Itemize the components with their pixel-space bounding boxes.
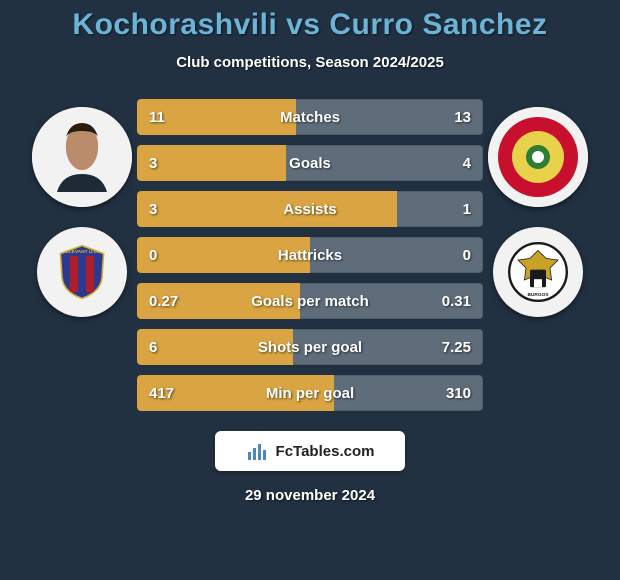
stat-left-value: 417	[149, 385, 174, 402]
stat-row: 6 Shots per goal 7.25	[137, 329, 483, 365]
stat-right-value: 0	[463, 247, 471, 264]
club-right-bottom-icon: BURGOS	[502, 236, 574, 308]
stat-row: 0.27 Goals per match 0.31	[137, 283, 483, 319]
page-title: Kochorashvili vs Curro Sanchez	[0, 8, 620, 42]
stat-right-value: 1	[463, 201, 471, 218]
stat-right-value: 0.31	[442, 293, 471, 310]
stat-label: Shots per goal	[258, 339, 362, 356]
stat-row: 3 Assists 1	[137, 191, 483, 227]
stat-label: Goals per match	[251, 293, 369, 310]
stat-right-value: 7.25	[442, 339, 471, 356]
stat-row: 417 Min per goal 310	[137, 375, 483, 411]
stats-column: 11 Matches 13 3 Goals 4 3 Assists 1 0 Hattricks 0 0.…	[137, 99, 483, 411]
club-left-badge: LLEVANT U.E.	[37, 227, 127, 317]
stat-right-value: 13	[454, 109, 471, 126]
brand-logo-box: FcTables.com	[215, 431, 405, 471]
club-right-bottom-badge: BURGOS	[493, 227, 583, 317]
club-left-icon: LLEVANT U.E.	[46, 236, 118, 308]
stat-left-value: 11	[149, 109, 165, 126]
stat-label: Min per goal	[266, 385, 354, 402]
stat-row: 3 Goals 4	[137, 145, 483, 181]
stat-row: 11 Matches 13	[137, 99, 483, 135]
player-left-avatar	[32, 107, 132, 207]
content-area: LLEVANT U.E. 11Matches133Goals43Assists1…	[0, 99, 620, 411]
stat-fill	[137, 145, 286, 181]
stat-right-value: 310	[446, 385, 471, 402]
stat-right-value: 4	[463, 155, 471, 172]
club-right-top-badge	[488, 107, 588, 207]
season-subtitle: Club competitions, Season 2024/2025	[0, 54, 620, 71]
stat-left-value: 3	[149, 155, 157, 172]
stat-label: Hattricks	[278, 247, 342, 264]
stat-fill	[137, 191, 397, 227]
stat-label: Matches	[280, 109, 340, 126]
stat-left-value: 3	[149, 201, 157, 218]
brand-chart-icon	[246, 440, 268, 462]
stat-label: Goals	[289, 155, 331, 172]
right-avatar-column: BURGOS	[483, 99, 593, 317]
svg-text:LLEVANT U.E.: LLEVANT U.E.	[66, 249, 98, 255]
svg-text:BURGOS: BURGOS	[527, 292, 549, 298]
comparison-card: Kochorashvili vs Curro Sanchez Club comp…	[0, 0, 620, 580]
club-right-top-icon	[488, 107, 588, 207]
brand-text: FcTables.com	[276, 443, 375, 460]
snapshot-date: 29 november 2024	[0, 487, 620, 504]
stat-row: 0 Hattricks 0	[137, 237, 483, 273]
stat-left-value: 0	[149, 247, 157, 264]
stat-left-value: 0.27	[149, 293, 178, 310]
stat-label: Assists	[283, 201, 336, 218]
player-left-icon	[32, 107, 132, 207]
left-avatar-column: LLEVANT U.E.	[27, 99, 137, 317]
stat-left-value: 6	[149, 339, 157, 356]
